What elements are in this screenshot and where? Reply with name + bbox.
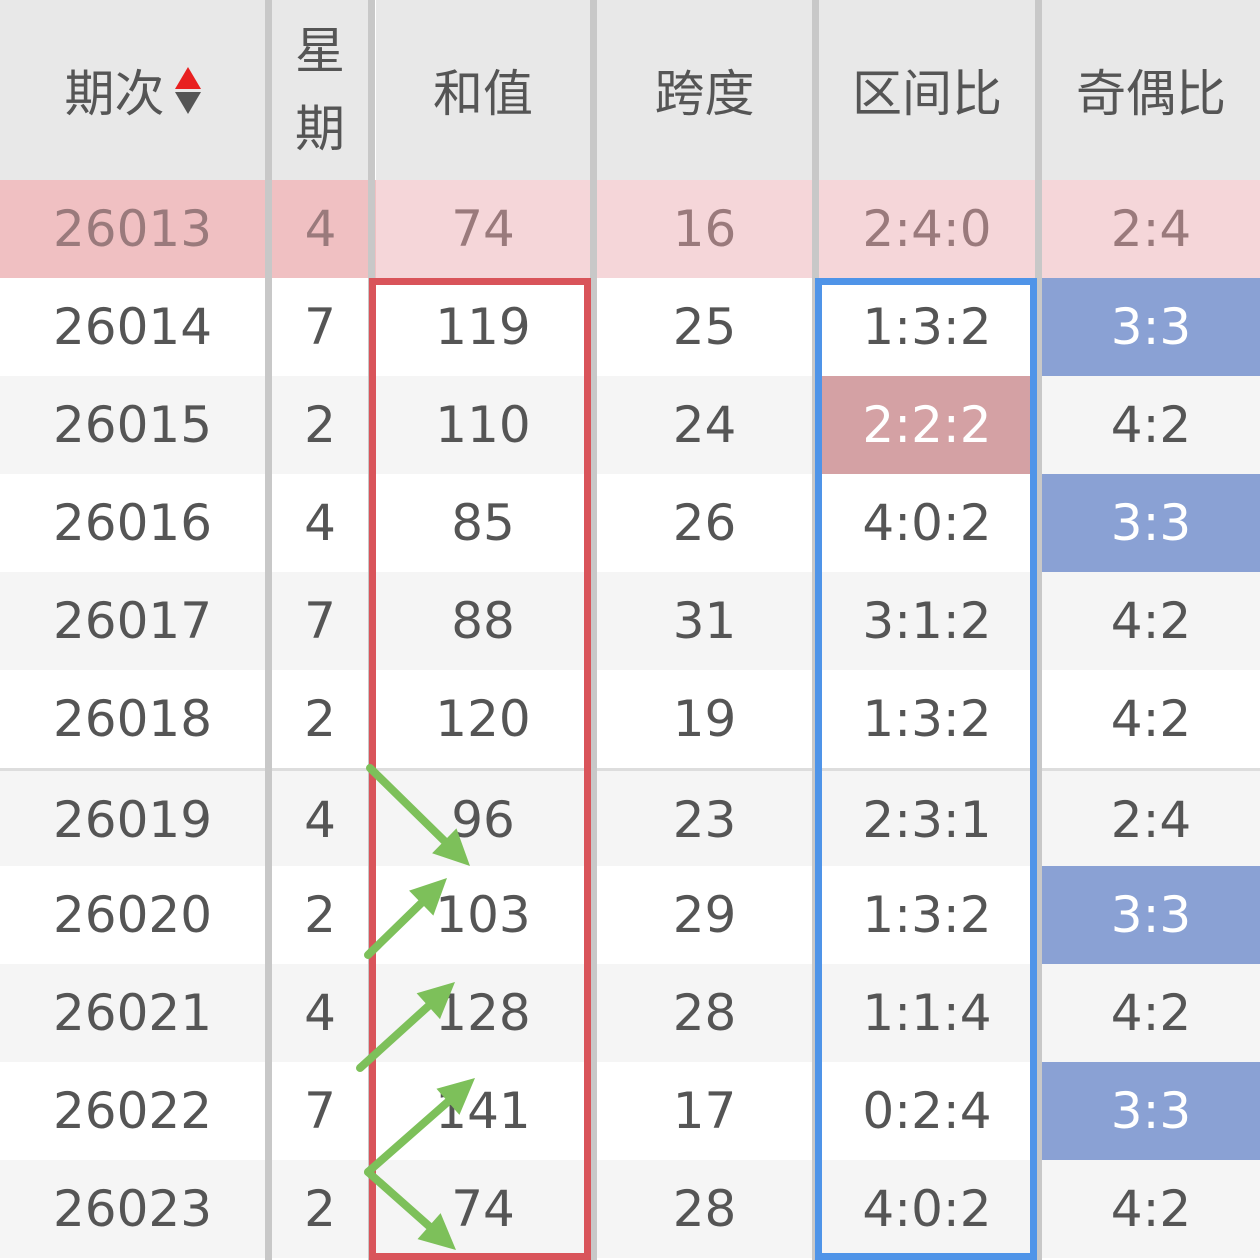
- sort-up-icon: [174, 66, 201, 89]
- cell-odd-even-ratio: 4:2: [1110, 592, 1192, 650]
- cell-issue: 26019: [52, 791, 213, 849]
- cell-odd-even-ratio: 4:2: [1110, 1180, 1192, 1238]
- cell-zone-ratio: 2:3:1: [862, 791, 992, 849]
- cell-issue: 26015: [52, 396, 213, 454]
- header-odd-even-ratio: 奇偶比: [1042, 0, 1260, 180]
- header-issue[interactable]: 期次: [0, 0, 265, 180]
- cell-weekday: 4: [265, 180, 376, 278]
- table-row[interactable]: 26021 4 128 28 1:1:4 4:2: [0, 964, 1260, 1062]
- cell-weekday: 2: [304, 1180, 336, 1238]
- cell-weekday: 7: [304, 298, 336, 356]
- cell-odd-even-ratio: 2:4: [1110, 200, 1192, 258]
- cell-span: 29: [672, 886, 737, 944]
- cell-odd-even-ratio: 4:2: [1110, 984, 1192, 1042]
- cell-zone-ratio: 1:3:2: [862, 690, 992, 748]
- cell-span: 28: [672, 1180, 737, 1238]
- cell-zone-ratio: 4:0:2: [862, 494, 992, 552]
- cell-sum: 119: [435, 298, 531, 356]
- cell-zone-ratio: 4:0:2: [862, 1180, 992, 1238]
- cell-span: 24: [672, 396, 737, 454]
- table-row[interactable]: 26015 2 110 24 2:2:2 4:2: [0, 376, 1260, 474]
- cell-odd-even-ratio: 4:2: [1110, 396, 1192, 454]
- cell-issue: 26016: [52, 494, 213, 552]
- header-label: 奇偶比: [1076, 65, 1226, 123]
- table-row[interactable]: 26016 4 85 26 4:0:2 3:3: [0, 474, 1260, 572]
- cell-zone-ratio: 1:3:2: [862, 298, 992, 356]
- table-row-selected[interactable]: 26013 4 74 16 2:4:0 2:4: [0, 180, 1260, 278]
- cell-zone-ratio: 2:2:2: [819, 376, 1035, 474]
- cell-sum: 128: [435, 984, 531, 1042]
- cell-sum: 96: [451, 791, 515, 849]
- column-divider[interactable]: [812, 0, 819, 1260]
- cell-span: 26: [672, 494, 737, 552]
- cell-sum: 141: [435, 1082, 531, 1140]
- table-row[interactable]: 26017 7 88 31 3:1:2 4:2: [0, 572, 1260, 670]
- cell-odd-even-ratio: 2:4: [1110, 791, 1192, 849]
- cell-span: 16: [672, 200, 737, 258]
- cell-sum: 88: [451, 592, 515, 650]
- cell-sum: 74: [451, 1180, 515, 1238]
- cell-odd-even-ratio: 3:3: [1042, 866, 1260, 964]
- column-divider[interactable]: [590, 0, 597, 1260]
- cell-span: 17: [672, 1082, 737, 1140]
- cell-span: 25: [672, 298, 737, 356]
- header-zone-ratio: 区间比: [819, 0, 1035, 180]
- cell-sum: 110: [435, 396, 531, 454]
- table-row[interactable]: 26014 7 119 25 1:3:2 3:3: [0, 278, 1260, 376]
- cell-weekday: 2: [304, 690, 336, 748]
- cell-sum: 74: [451, 200, 515, 258]
- cell-sum: 103: [435, 886, 531, 944]
- cell-issue: 26023: [52, 1180, 213, 1238]
- cell-span: 31: [672, 592, 737, 650]
- cell-odd-even-ratio: 3:3: [1042, 1062, 1260, 1160]
- cell-weekday: 4: [304, 984, 336, 1042]
- cell-odd-even-ratio: 3:3: [1042, 278, 1260, 376]
- column-divider[interactable]: [368, 0, 375, 1260]
- cell-zone-ratio: 1:3:2: [862, 886, 992, 944]
- header-weekday: 星 期: [272, 0, 368, 180]
- cell-zone-ratio: 0:2:4: [862, 1082, 992, 1140]
- table-row[interactable]: 26020 2 103 29 1:3:2 3:3: [0, 866, 1260, 964]
- header-span: 跨度: [597, 0, 812, 180]
- header-label: 星 期: [295, 22, 345, 158]
- cell-weekday: 4: [304, 791, 336, 849]
- cell-odd-even-ratio: 3:3: [1042, 474, 1260, 572]
- cell-sum: 85: [451, 494, 515, 552]
- cell-weekday: 7: [304, 1082, 336, 1140]
- header-label: 区间比: [852, 65, 1002, 123]
- cell-odd-even-ratio: 4:2: [1110, 690, 1192, 748]
- cell-zone-ratio: 1:1:4: [862, 984, 992, 1042]
- cell-zone-ratio: 3:1:2: [862, 592, 992, 650]
- cell-weekday: 4: [304, 494, 336, 552]
- sort-down-icon: [174, 91, 201, 114]
- header-sum: 和值: [376, 0, 590, 180]
- cell-sum: 120: [435, 690, 531, 748]
- cell-zone-ratio: 2:4:0: [862, 200, 992, 258]
- cell-issue: 26020: [52, 886, 213, 944]
- cell-issue: 26013: [0, 180, 265, 278]
- header-label: 跨度: [654, 65, 755, 123]
- column-divider[interactable]: [1035, 0, 1042, 1260]
- cell-span: 19: [672, 690, 737, 748]
- cell-span: 23: [672, 791, 737, 849]
- sort-icon[interactable]: [174, 66, 201, 114]
- cell-issue: 26014: [52, 298, 213, 356]
- table-row[interactable]: 26022 7 141 17 0:2:4 3:3: [0, 1062, 1260, 1160]
- header-label: 和值: [433, 65, 533, 123]
- cell-span: 28: [672, 984, 737, 1042]
- table-row[interactable]: 26023 2 74 28 4:0:2 4:2: [0, 1160, 1260, 1258]
- column-divider[interactable]: [265, 0, 272, 1260]
- cell-issue: 26017: [52, 592, 213, 650]
- cell-issue: 26022: [52, 1082, 213, 1140]
- cell-issue: 26021: [52, 984, 213, 1042]
- table-row[interactable]: 26018 2 120 19 1:3:2 4:2: [0, 670, 1260, 768]
- cell-weekday: 7: [304, 592, 336, 650]
- cell-weekday: 2: [304, 396, 336, 454]
- table-row[interactable]: 26019 4 96 23 2:3:1 2:4: [0, 768, 1260, 869]
- cell-issue: 26018: [52, 690, 213, 748]
- header-label: 期次: [64, 65, 165, 123]
- cell-weekday: 2: [304, 886, 336, 944]
